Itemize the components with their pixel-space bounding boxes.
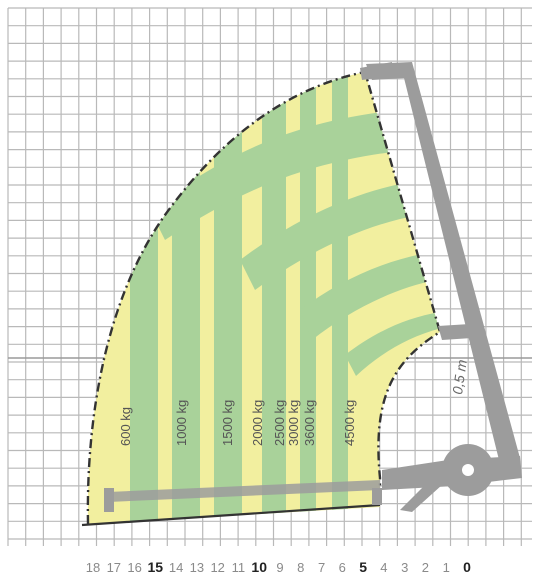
zone-band-green [130, 72, 158, 524]
load-zone-label: 2000 kg [250, 400, 265, 446]
x-tick-label: 11 [232, 560, 246, 575]
envelope-base-line [81, 503, 381, 527]
zone-arc-green [300, 252, 436, 340]
x-tick-label: 5 [359, 559, 367, 575]
load-zone-label: 1000 kg [174, 400, 189, 446]
half-meter-annotation: 0,5 m [449, 358, 470, 395]
load-zone-label: 2500 kg [272, 400, 287, 446]
x-tick-label: 15 [148, 559, 164, 575]
x-axis-ticks: 18 17 16 15 14 13 12 11 10 9 8 7 6 5 4 3 2 1 0 [86, 559, 471, 575]
zone-arc-green [150, 110, 410, 240]
load-zone-labels: 600 kg 1000 kg 1500 kg 2000 kg 2500 kg 3000 k… [118, 400, 357, 446]
x-tick-label: 0 [463, 559, 471, 575]
telehandler-silhouette-icon [104, 62, 522, 512]
zone-band-green [262, 72, 286, 524]
x-tick-label: 18 [86, 560, 100, 575]
working-envelope-outline [86, 70, 442, 525]
x-tick-label: 8 [297, 560, 304, 575]
x-tick-label: 12 [210, 560, 224, 575]
x-tick-label: 3 [401, 560, 408, 575]
load-zone-label: 3600 kg [302, 400, 317, 446]
load-zone-label: 4500 kg [342, 400, 357, 446]
load-zone-label: 3000 kg [286, 400, 301, 446]
load-zone-label: 600 kg [118, 407, 133, 446]
zone-arc-green [240, 180, 426, 290]
x-tick-label: 4 [380, 560, 387, 575]
x-tick-label: 16 [127, 560, 141, 575]
x-tick-label: 9 [276, 560, 283, 575]
zone-arc-green [345, 312, 441, 376]
zone-band-green [300, 72, 316, 524]
zone-band-green [172, 72, 200, 524]
x-tick-label: 7 [318, 560, 325, 575]
x-tick-label: 14 [169, 560, 183, 575]
x-tick-label: 13 [190, 560, 204, 575]
load-zone-label: 1500 kg [220, 400, 235, 446]
x-tick-label: 10 [251, 559, 267, 575]
x-tick-label: 17 [107, 560, 121, 575]
x-tick-label: 6 [339, 560, 346, 575]
x-tick-label: 1 [443, 560, 450, 575]
x-tick-label: 2 [422, 560, 429, 575]
